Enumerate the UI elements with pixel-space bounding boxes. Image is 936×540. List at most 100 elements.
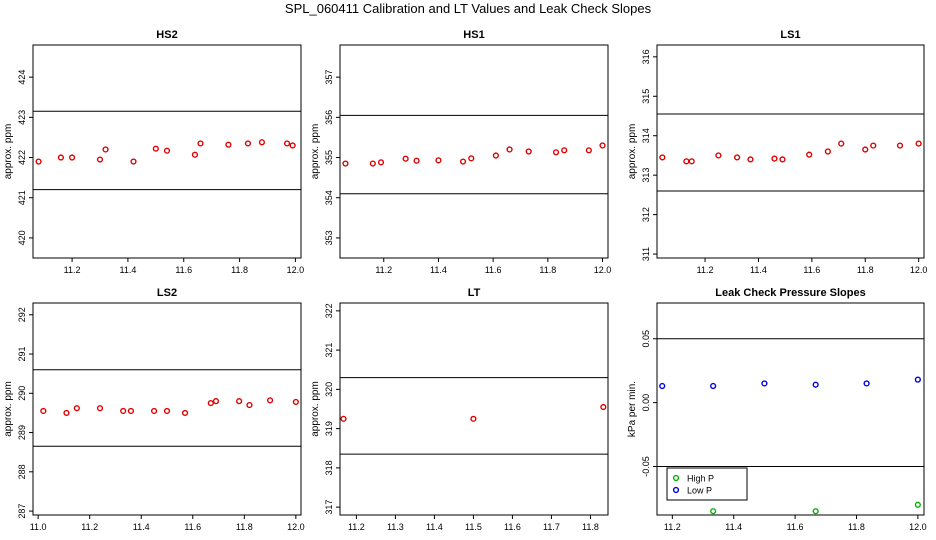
panel-leak-check-pressure-slopes-high-p-point <box>710 508 717 515</box>
panel-lt-xtick-label: 11.2 <box>348 522 365 532</box>
panel-leak-check-pressure-slopes-low-p-point <box>863 380 870 387</box>
panel-ls1: LS1 approx. ppm 11.2 11.4 11.6 11.8 12.0 311 312… <box>627 29 927 275</box>
panel-hs2-series-1-point <box>163 147 171 154</box>
panel-ls1-series-1-point <box>747 156 754 163</box>
panel-leak-check-pressure-slopes-high-p-point <box>812 508 819 515</box>
panel-hs1-series-1-point <box>435 157 442 164</box>
panel-leak-check-pressure-slopes-xtick-label: 11.2 <box>664 522 681 532</box>
panel-ls2-series-1-point <box>40 407 47 415</box>
panel-hs1-series-1-point <box>552 149 560 156</box>
panel-hs1-series-1-point <box>468 155 475 162</box>
panel-ls1-series-1-point <box>779 156 786 163</box>
panel-ls2-frame <box>32 302 302 516</box>
panel-ls2-series-1-point <box>127 407 135 415</box>
panel-hs1: HS1 approx. ppm 11.2 11.4 11.6 11.8 12.0 353 354… <box>310 29 611 275</box>
panel-hs2-ylabel: approx. ppm <box>3 124 14 180</box>
panel-hs1-ytick-label: 356 <box>324 110 334 125</box>
panel-ls1-ytick-label: 313 <box>641 168 651 183</box>
panel-ls1-series-1-point <box>896 142 904 149</box>
panel-hs1-series-1-point <box>599 142 606 149</box>
panel-ls1-series-1-point <box>771 155 778 162</box>
panel-ls2-series-1-point <box>73 405 80 412</box>
panel-ls1-xtick-label: 11.2 <box>697 265 714 275</box>
panel-ls1-ytick-label: 316 <box>641 49 651 64</box>
panel-ls1-series-1-point <box>824 148 831 155</box>
panel-hs2-series-1-point <box>283 140 291 147</box>
panel-lt-ylabel: approx. ppm <box>310 381 321 437</box>
panel-leak-check-pressure-slopes-xtick-label: 11.8 <box>848 522 865 532</box>
panel-ls1-xtick-label: 11.4 <box>750 265 767 275</box>
panel-leak-check-pressure-slopes-low-p-point <box>812 381 819 388</box>
panel-lt-series-1-point <box>340 415 347 422</box>
panel-hs1-frame <box>339 44 609 259</box>
panel-hs2-series-1-point <box>96 156 104 163</box>
panel-hs2-xtick-label: 11.8 <box>231 265 248 275</box>
panel-hs1-title: HS1 <box>463 29 484 41</box>
panel-leak-check-pressure-slopes-legend-label: High P <box>687 474 714 484</box>
panel-hs1-series-1-point <box>369 160 376 167</box>
panel-ls1-ytick-label: 312 <box>641 207 651 222</box>
panel-hs1-series-1-point <box>402 155 409 162</box>
panel-leak-check-pressure-slopes-frame <box>656 302 925 516</box>
panel-hs2-series-1-point <box>102 146 109 153</box>
panel-hs1-ytick-label: 353 <box>324 230 334 245</box>
panel-hs1-xtick-label: 11.6 <box>485 265 502 275</box>
panel-hs2-series-1-point <box>258 139 266 146</box>
panel-lt-xtick-label: 11.7 <box>543 522 560 532</box>
panel-leak-check-pressure-slopes-xtick-label: 11.4 <box>725 522 742 532</box>
panel-hs2-ytick-label: 421 <box>17 190 27 205</box>
panel-hs2-series-1-point <box>130 158 137 165</box>
panel-hs2-series-1-point <box>197 140 204 147</box>
panel-hs1-xtick-label: 11.4 <box>430 265 447 275</box>
panel-lt-xtick-label: 11.6 <box>504 522 521 532</box>
panel-ls2-series-1-point <box>292 398 299 406</box>
panel-ls2-series-1-point <box>207 400 214 407</box>
panel-ls1-ytick-label: 314 <box>641 128 651 143</box>
panel-ls2-series-1-point <box>163 407 171 415</box>
panel-hs1-ytick-label: 354 <box>324 190 334 205</box>
panel-lt: LT approx. ppm 11.2 11.3 11.4 11.5 11.6 11.7 11.… <box>310 287 609 532</box>
panel-ls2-ytick-label: 287 <box>17 504 27 519</box>
panel-ls2-series-1-point <box>236 398 243 405</box>
panel-hs2-series-1-point <box>289 142 296 149</box>
panel-hs2-title: HS2 <box>156 29 177 41</box>
panel-hs1-ytick-label: 355 <box>324 150 334 165</box>
panel-hs1-series-1-point <box>413 157 420 164</box>
panel-ls1-series-1-point <box>715 152 722 159</box>
panel-leak-check-pressure-slopes-low-p-point <box>761 380 768 387</box>
panel-ls2-ytick-label: 288 <box>17 464 27 479</box>
panel-hs2-series-1-point <box>225 141 232 148</box>
panel-lt-xtick-label: 11.4 <box>426 522 443 532</box>
panel-leak-check-pressure-slopes-title: Leak Check Pressure Slopes <box>715 287 865 299</box>
panel-lt-ytick-label: 317 <box>324 500 334 515</box>
panel-ls2-xtick-label: 12.0 <box>287 522 305 532</box>
panel-hs1-series-1-point <box>561 147 568 154</box>
panel-ls1-title: LS1 <box>780 29 800 41</box>
panel-hs2-xtick-label: 12.0 <box>287 265 305 275</box>
panel-hs2-ytick-label: 422 <box>17 150 27 165</box>
figure-title: SPL_060411 Calibration and LT Values and… <box>284 1 652 16</box>
panel-ls1-series-1-point <box>862 146 869 153</box>
panel-ls2-xtick-label: 11.8 <box>236 522 253 532</box>
panel-ls2-xtick-label: 11.6 <box>184 522 201 532</box>
panel-leak-check-pressure-slopes-xtick-label: 11.6 <box>787 522 804 532</box>
panel-ls2-xtick-label: 11.2 <box>81 522 98 532</box>
panel-ls1-series-1-point <box>915 140 922 147</box>
panel-leak-check-pressure-slopes-ytick-label: -0.05 <box>641 456 651 477</box>
panel-hs1-series-1-point <box>506 146 513 153</box>
panel-lt-title: LT <box>468 287 481 299</box>
panel-hs1-series-1-point <box>377 159 385 166</box>
panel-hs1-series-1-point <box>585 147 592 154</box>
panel-hs1-xtick-label: 11.8 <box>539 265 556 275</box>
panel-ls2-ytick-label: 290 <box>17 386 27 401</box>
panel-hs1-series-1-point <box>492 152 499 159</box>
panel-leak-check-pressure-slopes-legend-label: Low P <box>687 486 712 496</box>
panel-ls1-ylabel: approx. ppm <box>627 124 638 180</box>
panel-ls2-series-1-point <box>266 397 274 404</box>
panel-ls2-series-1-point <box>246 401 253 409</box>
panel-hs2-series-1-point <box>244 140 252 147</box>
panel-hs2-series-1-point <box>57 154 65 161</box>
panel-ls1-ytick-label: 311 <box>641 247 651 261</box>
panel-leak-check-pressure-slopes-high-p-point <box>914 501 921 508</box>
panel-ls1-xtick-label: 12.0 <box>910 265 928 275</box>
